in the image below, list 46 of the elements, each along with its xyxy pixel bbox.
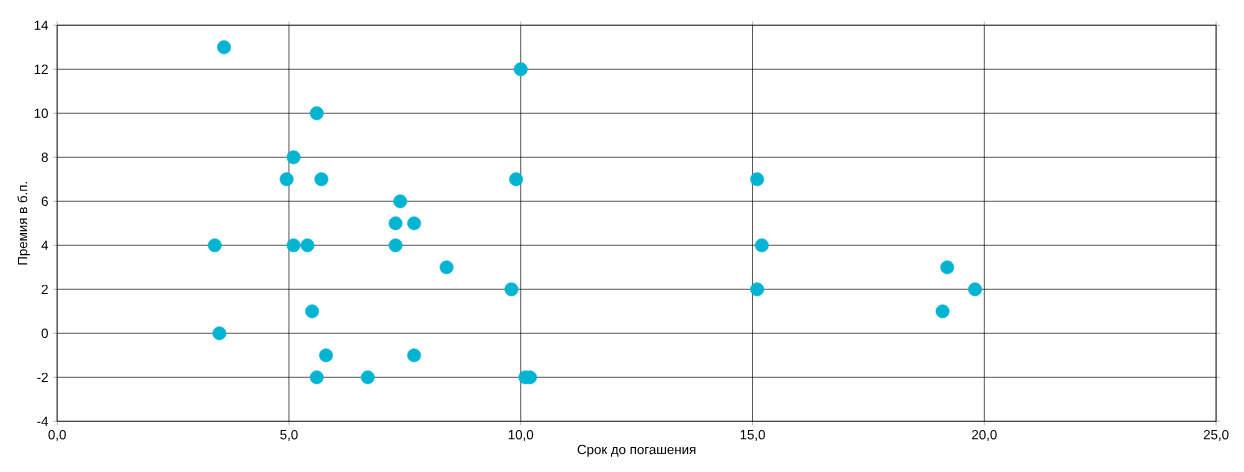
point bbox=[388, 216, 403, 231]
point bbox=[388, 238, 403, 253]
y-axis-title: Премия в б.п. bbox=[17, 182, 30, 265]
point bbox=[279, 172, 294, 187]
x-axis-title: Срок до погашения bbox=[577, 444, 696, 457]
point bbox=[217, 40, 231, 55]
point bbox=[750, 172, 765, 187]
x-tick-label: 25,0 bbox=[1203, 430, 1229, 442]
y-tick-label: 2 bbox=[41, 284, 48, 295]
point bbox=[319, 348, 333, 363]
point bbox=[407, 348, 422, 363]
point bbox=[393, 194, 408, 209]
y-tick-label: -4 bbox=[37, 416, 49, 426]
point bbox=[504, 282, 519, 297]
y-tick-label: 10 bbox=[34, 108, 48, 119]
point bbox=[314, 172, 329, 187]
point bbox=[407, 216, 422, 231]
point bbox=[212, 326, 227, 341]
x-tick-label: 15,0 bbox=[740, 430, 765, 442]
x-tick-label: 5,0 bbox=[280, 430, 298, 442]
point bbox=[300, 238, 315, 253]
point bbox=[309, 370, 324, 385]
point bbox=[968, 282, 982, 297]
y-tick-label: 4 bbox=[41, 240, 49, 250]
point bbox=[513, 62, 528, 77]
x-tick-label: 10,0 bbox=[508, 430, 534, 442]
point bbox=[207, 238, 222, 253]
y-tick-label: 14 bbox=[34, 20, 49, 30]
point bbox=[754, 238, 769, 253]
point bbox=[309, 106, 324, 121]
y-tick-label: 12 bbox=[34, 64, 48, 74]
y-tick-label: 0 bbox=[41, 328, 48, 339]
y-tick-label: 6 bbox=[41, 196, 48, 207]
x-tick-label: 0,0 bbox=[48, 430, 66, 442]
point bbox=[509, 172, 524, 187]
point bbox=[286, 238, 301, 253]
x-tick-label: 20,0 bbox=[972, 430, 997, 442]
point bbox=[439, 260, 454, 275]
point bbox=[750, 282, 765, 297]
y-tick-label: 8 bbox=[41, 152, 48, 163]
point bbox=[286, 150, 301, 165]
point bbox=[360, 370, 375, 385]
point bbox=[305, 304, 320, 319]
point bbox=[940, 260, 955, 275]
point bbox=[935, 304, 950, 319]
y-tick-label: -2 bbox=[37, 372, 48, 383]
